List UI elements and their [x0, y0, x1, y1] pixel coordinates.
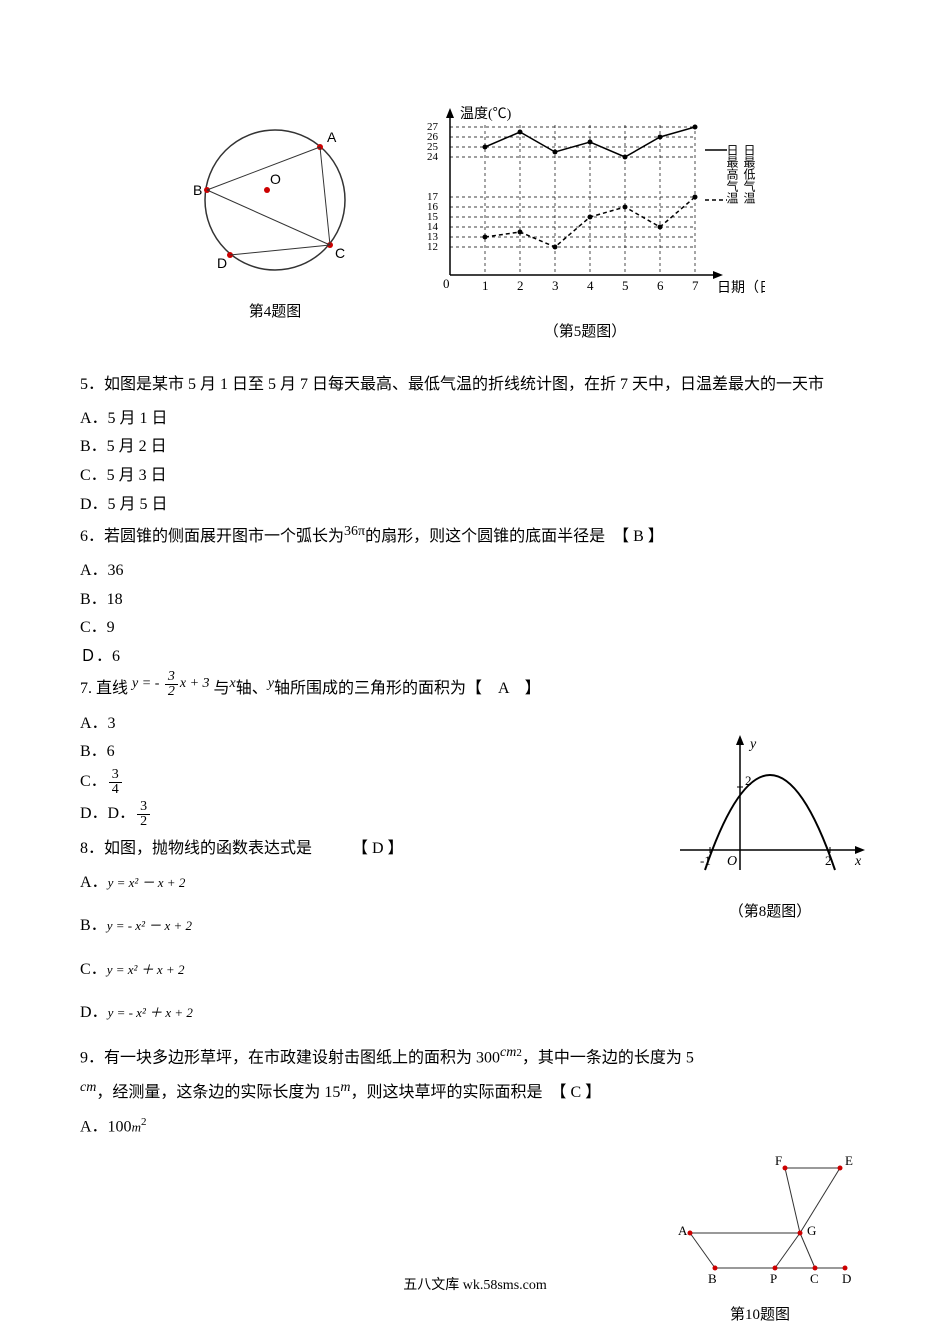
svg-text:日最高气温: 日最高气温 — [725, 144, 739, 204]
svg-text:A: A — [327, 129, 337, 145]
svg-text:12: 12 — [427, 241, 438, 253]
svg-text:温度(℃): 温度(℃) — [460, 106, 512, 122]
q8-optD: D．y = - x² ＋ x + 2 — [80, 1000, 870, 1026]
svg-text:A: A — [678, 1223, 688, 1238]
svg-text:2: 2 — [745, 773, 752, 788]
fig4-caption: 第4题图 — [185, 300, 365, 321]
q5-text: 5．如图是某市 5 月 1 日至 5 月 7 日每天最高、最低气温的折线统计图，… — [80, 371, 870, 400]
figure-4: A B C D O 第4题图 — [185, 100, 365, 341]
q5-optD: D．5 月 5 日 — [80, 492, 870, 518]
q9-line2: cm，经测量，这条边的实际长度为 15m，则这块草坪的实际面积是 【 C 】 — [80, 1079, 870, 1108]
fig8-caption: （第8题图） — [670, 900, 870, 921]
q7-mid: 与 — [214, 680, 230, 697]
svg-text:2: 2 — [825, 853, 832, 868]
svg-text:F: F — [775, 1153, 782, 1168]
q5-optB: B．5 月 2 日 — [80, 434, 870, 460]
q8-optC: C．y = x² ＋ x + 2 — [80, 957, 870, 983]
svg-text:24: 24 — [427, 151, 439, 163]
svg-text:-1: -1 — [700, 853, 711, 868]
svg-text:5: 5 — [622, 278, 629, 293]
svg-text:7: 7 — [692, 278, 699, 293]
svg-text:B: B — [193, 182, 202, 198]
svg-text:1: 1 — [482, 278, 489, 293]
q9-line1: 9．有一块多边形草坪，在市政建设射击图纸上的面积为 300cm2，其中一条边的长… — [80, 1044, 870, 1073]
fig10-caption: 第10题图 — [660, 1303, 860, 1324]
svg-text:D: D — [217, 255, 227, 271]
svg-text:y: y — [748, 737, 757, 752]
q9-optA: A．100m2 — [80, 1114, 870, 1140]
figure-8: x y O -1 2 2 （第8题图） — [670, 730, 870, 921]
q6-optA: A．36 — [80, 558, 870, 584]
svg-text:E: E — [845, 1153, 853, 1168]
svg-text:4: 4 — [587, 278, 594, 293]
svg-text:日期（日）: 日期（日） — [717, 280, 765, 296]
q7-pre: 7. 直线 — [80, 680, 128, 697]
q5-optC: C．5 月 3 日 — [80, 463, 870, 489]
q5-optA: A．5 月 1 日 — [80, 406, 870, 432]
q6-optD: Ｄ．6 — [80, 644, 870, 670]
figure-10: A B P C D G F E 第10题图 — [660, 1143, 860, 1324]
svg-text:O: O — [270, 171, 281, 187]
svg-text:3: 3 — [552, 278, 559, 293]
svg-text:2: 2 — [517, 278, 524, 293]
svg-text:G: G — [807, 1223, 816, 1238]
q6-optB: B．18 — [80, 587, 870, 613]
q6-optC: C．9 — [80, 615, 870, 641]
svg-text:日最低气温: 日最低气温 — [742, 144, 756, 204]
svg-text:O: O — [727, 854, 737, 869]
svg-text:C: C — [335, 245, 345, 261]
fig5-caption: （第5题图） — [405, 320, 765, 341]
q6-arc: 36π — [344, 524, 365, 539]
footer-text: 五八文库 wk.58sms.com — [0, 1274, 950, 1294]
q7-text: 7. 直线 y = - 32x + 3 与x轴、y轴所围成的三角形的面积为【 A… — [80, 675, 870, 704]
figure-5: 温度(℃) 日期（日） 0 27 26 25 24 17 16 15 14 13… — [405, 100, 765, 341]
svg-text:x: x — [854, 854, 862, 869]
svg-text:0: 0 — [443, 276, 450, 291]
q6-text: 6．若圆锥的侧面展开图市一个弧长为36π的扇形，则这个圆锥的底面半径是 【 B … — [80, 523, 870, 552]
q6-pre: 6．若圆锥的侧面展开图市一个弧长为 — [80, 528, 344, 545]
svg-text:6: 6 — [657, 278, 664, 293]
q6-post: 的扇形，则这个圆锥的底面半径是 【 B 】 — [365, 528, 664, 545]
